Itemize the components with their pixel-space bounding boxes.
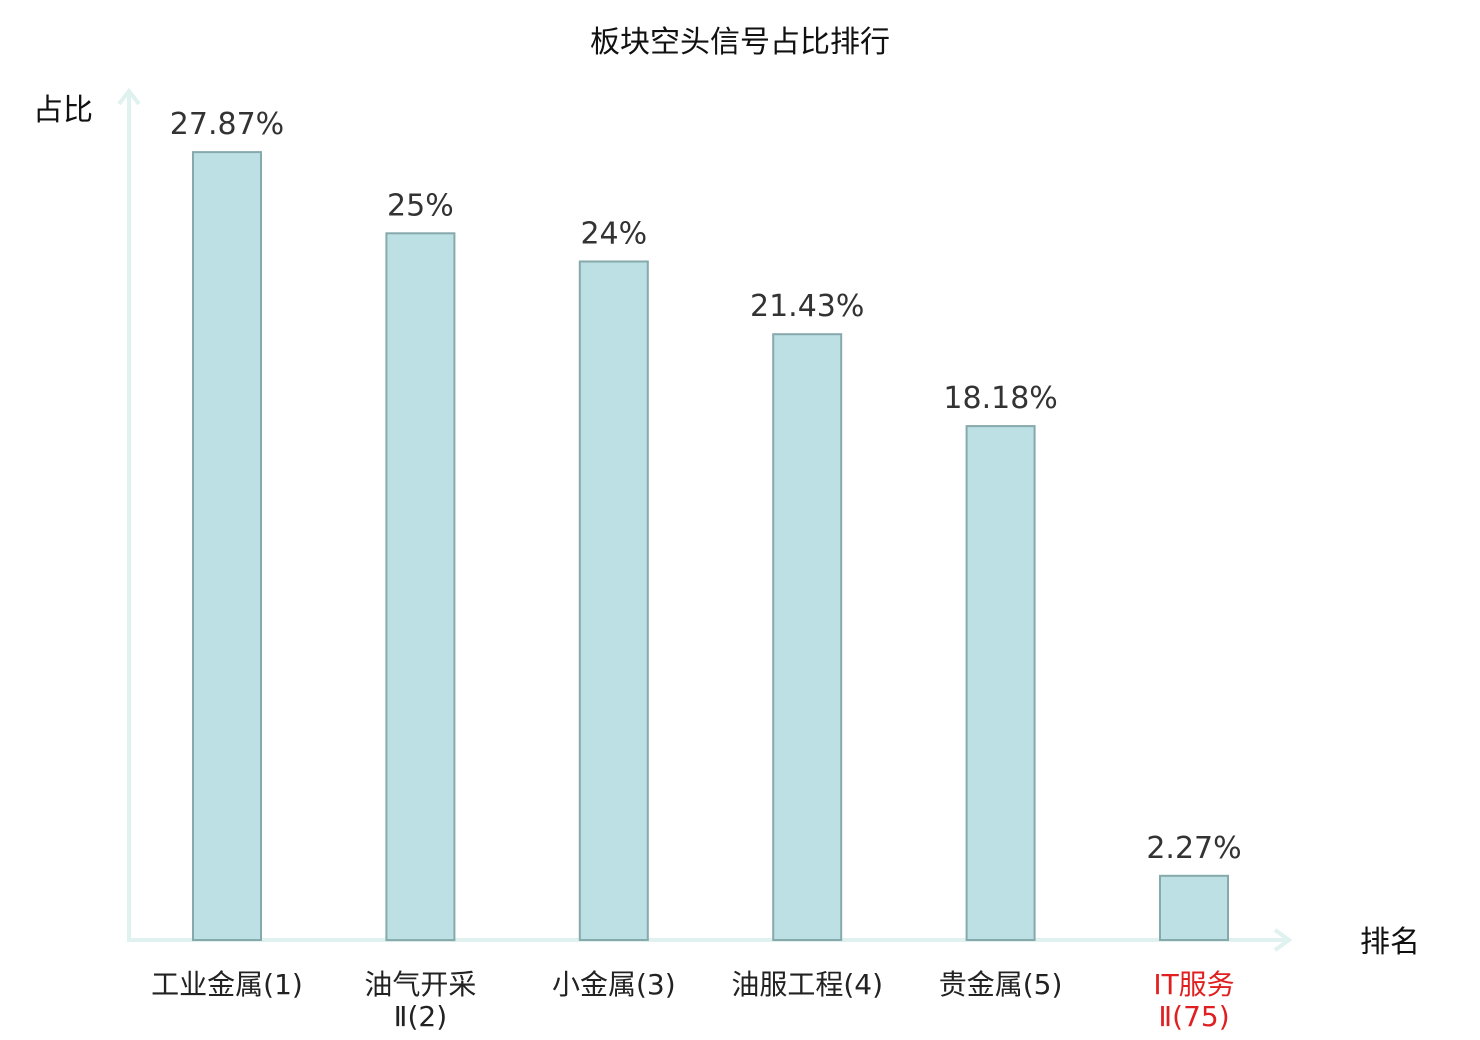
y-axis-label: 占比 xyxy=(33,93,93,128)
bar-4 xyxy=(772,333,843,941)
axes xyxy=(117,87,1293,952)
category-label-1: 工业金属(1) xyxy=(151,968,303,1001)
bars xyxy=(192,151,1229,942)
category-label-4: 油服工程(4) xyxy=(731,968,883,1001)
category-label-6-line-2: Ⅱ(75) xyxy=(1158,1000,1229,1033)
value-label-4: 21.43% xyxy=(750,289,864,324)
bar-2 xyxy=(385,232,456,942)
x-axis-label: 排名 xyxy=(1360,925,1420,960)
category-label-5: 贵金属(5) xyxy=(939,968,1063,1001)
bar-5 xyxy=(965,425,1036,942)
chart-title: 板块空头信号占比排行 xyxy=(590,25,890,60)
y-axis-arrow-icon xyxy=(117,87,141,106)
value-label-2: 25% xyxy=(387,188,454,223)
category-label-6-line-1: IT服务 xyxy=(1153,968,1234,1001)
category-label-3: 小金属(3) xyxy=(552,968,676,1001)
value-label-5: 18.18% xyxy=(943,381,1057,416)
value-label-6: 2.27% xyxy=(1146,831,1241,866)
bar-1 xyxy=(192,151,262,942)
category-label-2-line-1: 油气开采 xyxy=(364,968,476,1001)
value-label-1: 27.87% xyxy=(170,107,284,142)
bar-6 xyxy=(1159,874,1229,941)
bar-3 xyxy=(578,260,649,941)
value-labels: 27.87% 25% 24% 21.43% 18.18% 2.27% xyxy=(170,107,1242,866)
category-label-2-line-2: Ⅱ(2) xyxy=(394,1000,447,1033)
x-axis-arrow-icon xyxy=(1273,928,1293,952)
value-label-3: 24% xyxy=(580,217,647,252)
